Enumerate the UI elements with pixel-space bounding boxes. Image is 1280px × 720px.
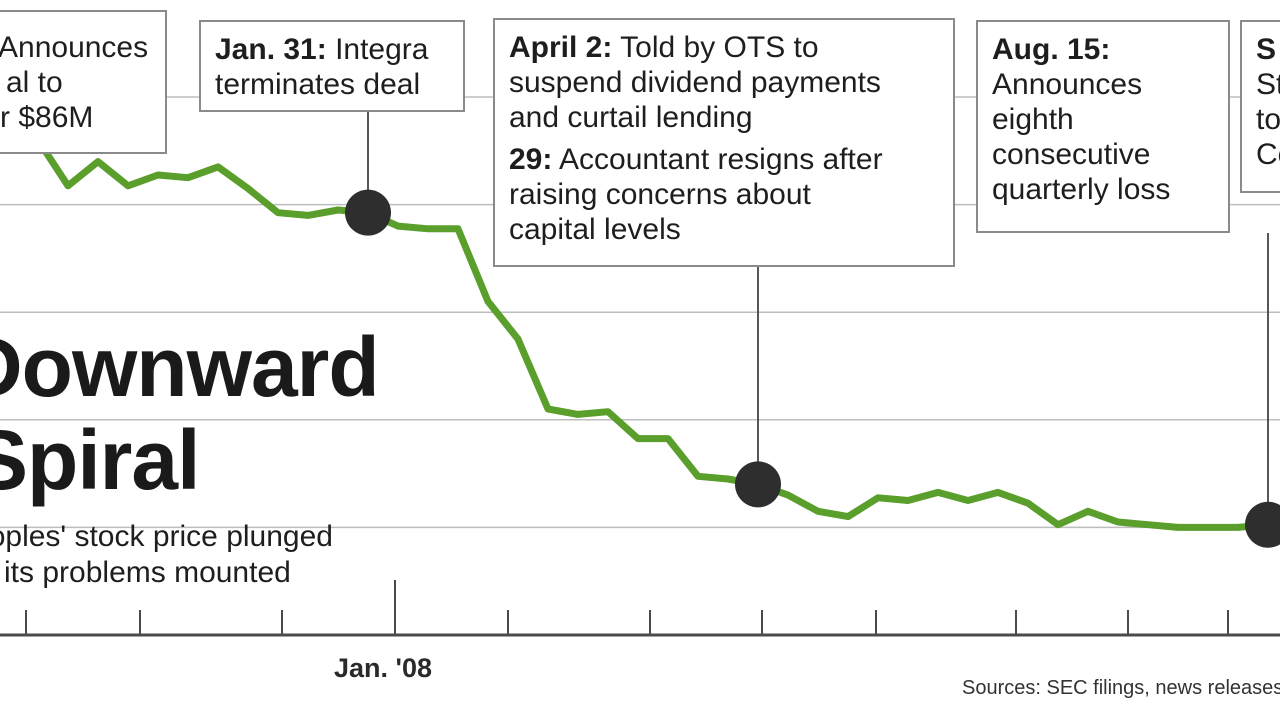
partial-left-line-1: Announces: [0, 31, 149, 64]
chart-title-line-2: Spiral: [0, 413, 200, 507]
event-text-aug-15-line-1: Announces: [992, 68, 1143, 101]
event-text-jan-31-line-2: terminates deal: [215, 68, 421, 101]
chart-title-line-1: Downward: [0, 320, 380, 414]
event-date-april-29: 29:: [509, 143, 553, 176]
partial-right-line-1: S: [1256, 33, 1277, 66]
partial-right-line-4: Ce: [1256, 138, 1280, 171]
partial-right-line-3: to: [1256, 103, 1280, 136]
event-text-april-29-line-1: Accountant resigns after: [559, 143, 883, 176]
partial-left-line-2: al to: [6, 66, 63, 99]
event-text-aug-15-line-2: eighth: [992, 103, 1074, 136]
event-marker-0: [345, 189, 391, 236]
event-markers: [345, 189, 1280, 548]
event-text-april-29-line-3: capital levels: [509, 213, 681, 246]
event-text-aug-15-line-4: quarterly loss: [992, 173, 1171, 206]
callout-partial-right: S St to Ce: [1240, 20, 1280, 193]
callout-jan-31: Jan. 31: Integra terminates deal: [199, 20, 465, 112]
callout-aug-15: Aug. 15: Announces eighth consecutive qu…: [976, 20, 1230, 233]
event-marker-2: [1245, 501, 1280, 548]
event-text-april-29-line-2: raising concerns about: [509, 178, 811, 211]
event-date-jan-31: Jan. 31:: [215, 33, 327, 66]
stock-price-line: [0, 123, 1280, 531]
callout-april: April 2: Told by OTS to suspend dividend…: [493, 18, 955, 267]
chart-subtitle-line-1: Peoples' stock price plunged: [0, 520, 333, 553]
event-date-april-2: April 2:: [509, 31, 613, 64]
event-text-april-2-line-1: Told by OTS to: [620, 31, 819, 64]
callout-partial-left: Announces al to r $86M: [0, 10, 167, 154]
partial-left-line-3: r $86M: [0, 101, 94, 134]
event-text-aug-15-line-3: consecutive: [992, 138, 1151, 171]
sources-note: Sources: SEC filings, news releases: [962, 677, 1280, 699]
chart-subtitle: Peoples' stock price plunged as its prob…: [0, 519, 333, 591]
event-marker-1: [735, 461, 781, 508]
chart-subtitle-line-2: as its problems mounted: [0, 556, 291, 589]
chart-title: Downward Spiral: [0, 320, 380, 507]
x-tick-label-jan-08: Jan. '08: [334, 653, 432, 683]
partial-right-line-2: St: [1256, 68, 1280, 101]
event-text-jan-31-line-1: Integra: [335, 33, 429, 66]
line-layer: [0, 123, 1280, 531]
event-date-aug-15: Aug. 15:: [992, 33, 1111, 66]
event-text-april-2-line-3: and curtail lending: [509, 101, 753, 134]
event-text-april-2-line-2: suspend dividend payments: [509, 66, 881, 99]
x-axis: [0, 580, 1280, 637]
